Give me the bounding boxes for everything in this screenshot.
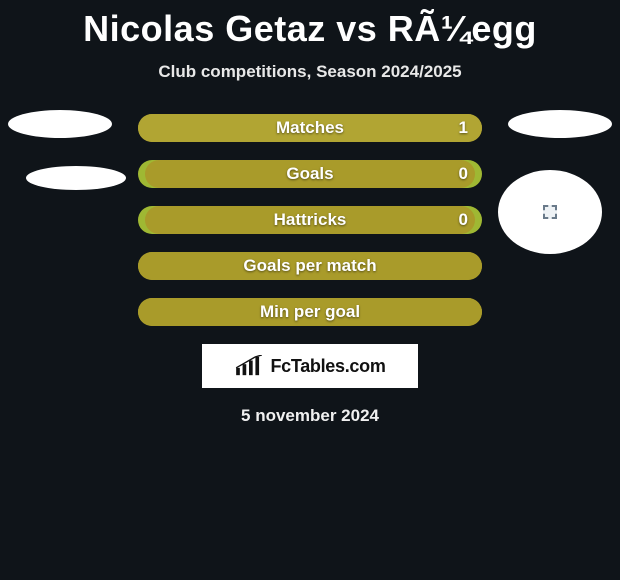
placeholder-ellipse-icon [8, 110, 112, 138]
page-title: Nicolas Getaz vs RÃ¼egg [0, 0, 620, 50]
subtitle: Club competitions, Season 2024/2025 [0, 62, 620, 82]
date-label: 5 november 2024 [0, 406, 620, 426]
stat-bar-label: Goals [286, 164, 333, 184]
chart-stage: Matches 1 Goals 0 Hattricks 0 Goals per match M… [0, 114, 620, 426]
bar-chart-icon [234, 355, 264, 377]
brand-box: FcTables.com [202, 344, 418, 388]
left-avatar-group [8, 110, 126, 190]
stat-bar-label: Min per goal [260, 302, 360, 322]
team-badge-placeholder [498, 170, 602, 254]
stat-bar-label: Goals per match [243, 256, 376, 276]
stat-bar-value: 1 [459, 118, 468, 138]
stat-bar-label: Hattricks [274, 210, 347, 230]
stat-bar: Min per goal [138, 298, 482, 326]
stat-bar-value: 0 [459, 164, 468, 184]
placeholder-ellipse-icon [26, 166, 126, 190]
brand-label: FcTables.com [270, 356, 385, 377]
missing-image-icon [543, 205, 557, 219]
stat-bar-value: 0 [459, 210, 468, 230]
stat-bar-label: Matches [276, 118, 344, 138]
placeholder-ellipse-icon [508, 110, 612, 138]
stat-bar: Goals per match [138, 252, 482, 280]
stat-bar: Matches 1 [138, 114, 482, 142]
stat-bar: Goals 0 [138, 160, 482, 188]
stat-bars: Matches 1 Goals 0 Hattricks 0 Goals per match M… [138, 114, 482, 326]
stat-bar: Hattricks 0 [138, 206, 482, 234]
